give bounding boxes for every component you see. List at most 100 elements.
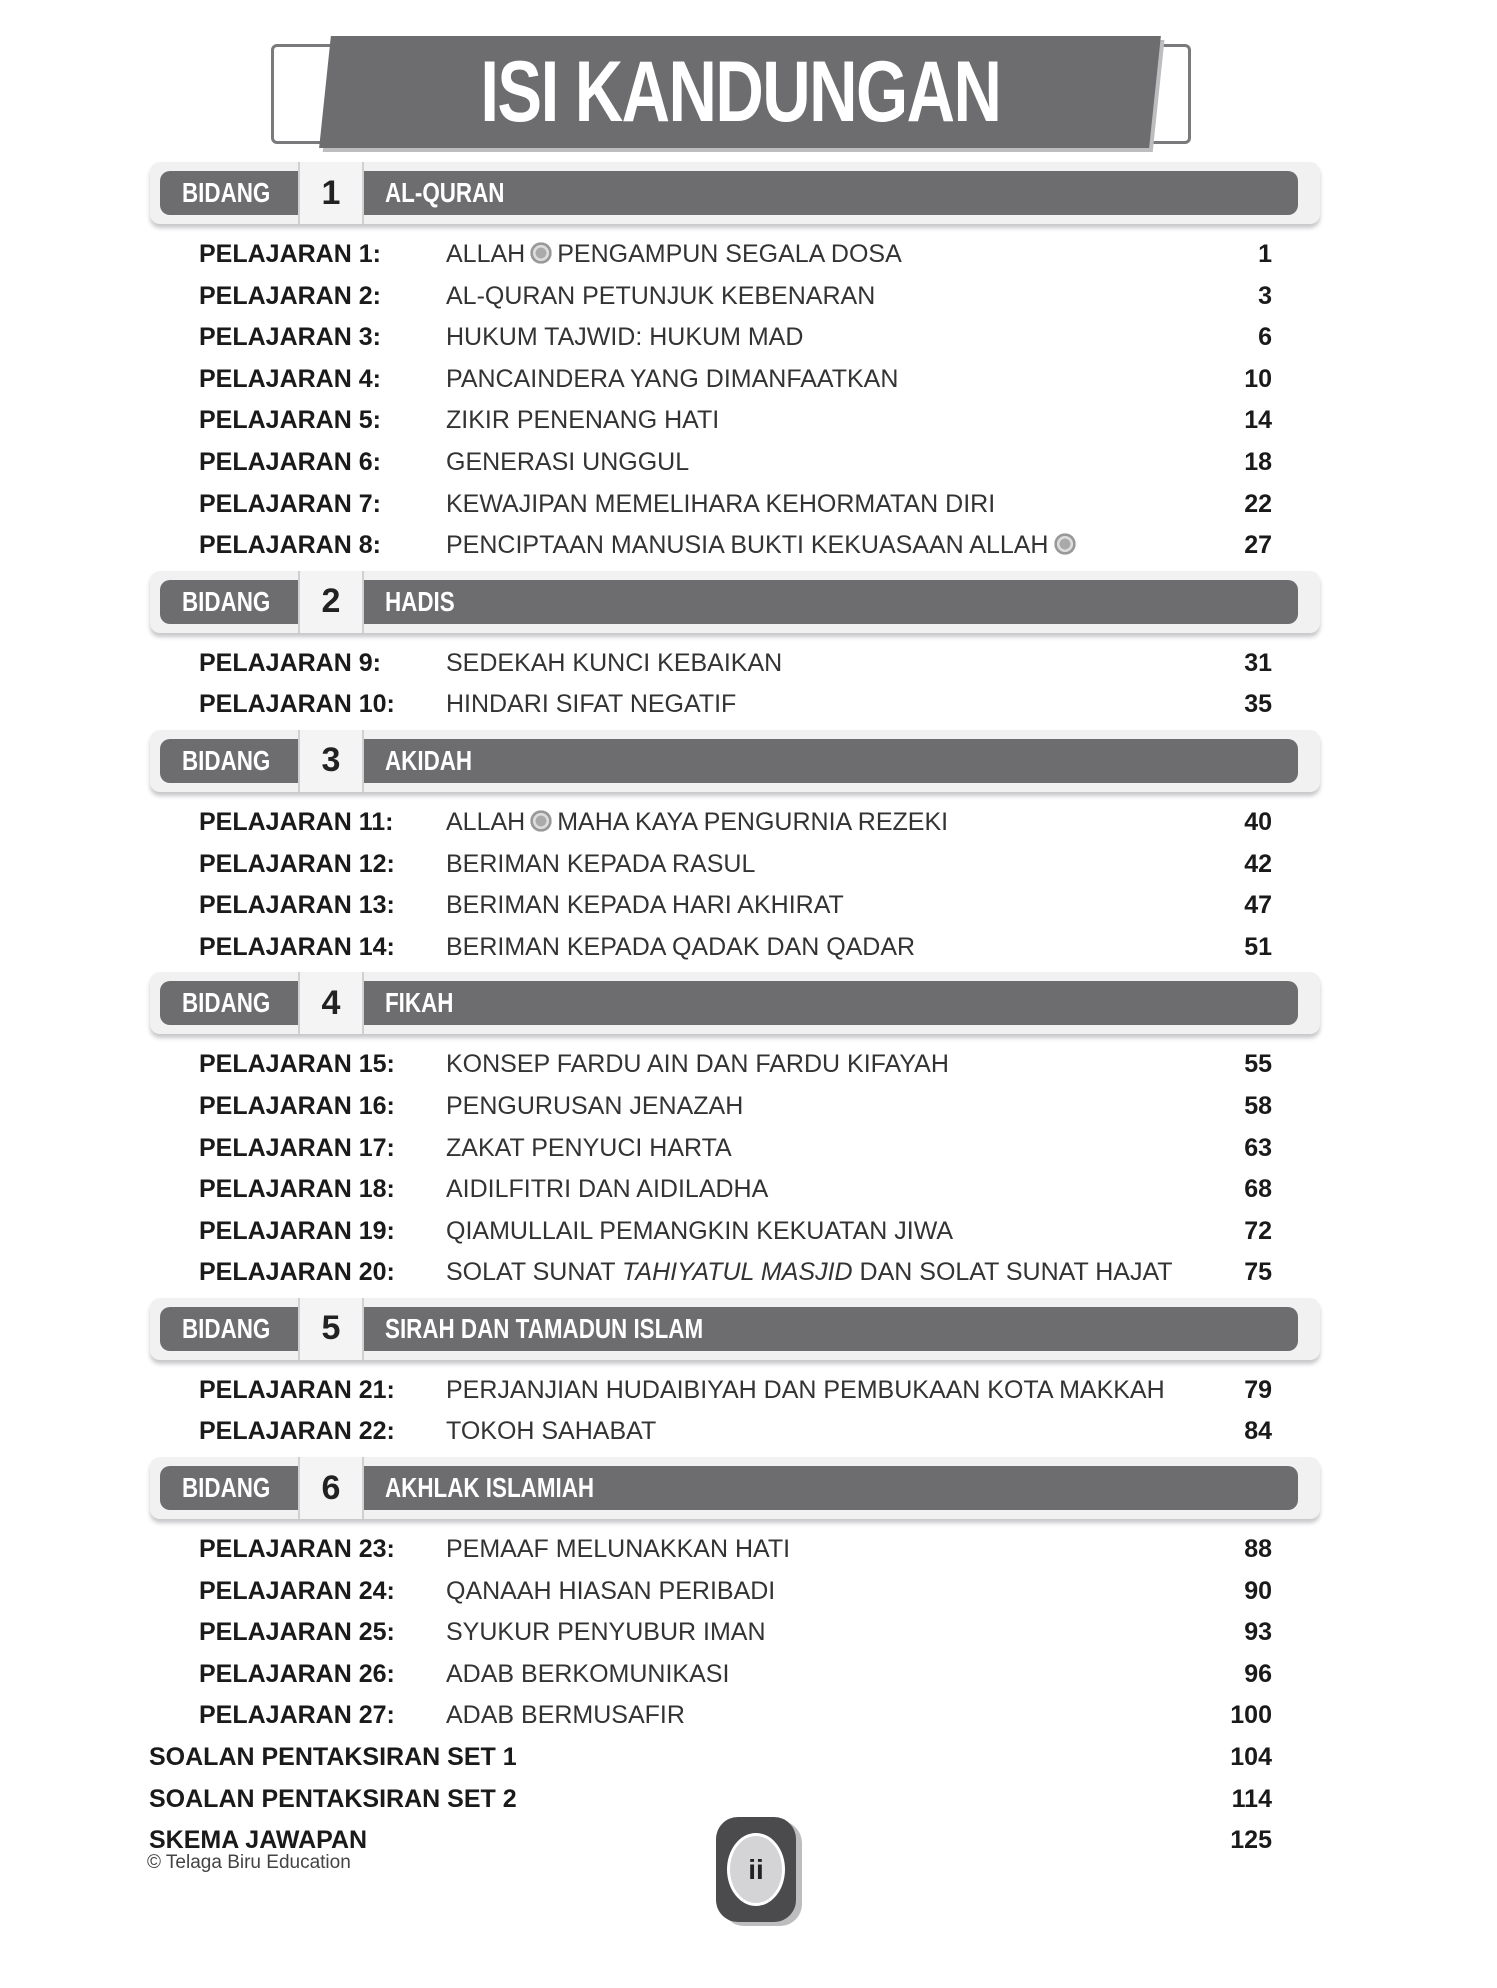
- table-of-contents: BIDANG 1 AL-QURAN PELAJARAN 1: ALLAH PENGAMPU…: [0, 158, 1497, 1862]
- lesson-label: PELAJARAN 19:: [199, 1216, 395, 1245]
- toc-entry[interactable]: PELAJARAN 14: BERIMAN KEPADA QADAK DAN QA…: [0, 927, 1497, 969]
- toc-entry[interactable]: PELAJARAN 18: AIDILFITRI DAN AIDILADHA 68: [0, 1169, 1497, 1211]
- lesson-title: PENCIPTAAN MANUSIA BUKTI KEKUASAAN ALLAH: [446, 525, 1081, 567]
- lesson-label: PELAJARAN 10:: [199, 690, 395, 719]
- page-ref: 84: [1244, 1417, 1272, 1446]
- lesson-title-text: AL-QURAN PETUNJUK KEBENARAN: [446, 281, 876, 310]
- lesson-label: PELAJARAN 3:: [199, 323, 381, 352]
- toc-entry[interactable]: PELAJARAN 20: SOLAT SUNAT TAHIYATUL MASJI…: [0, 1252, 1497, 1294]
- lesson-label: PELAJARAN 9:: [199, 648, 381, 677]
- lesson-title-text: ADAB BERMUSAFIR: [446, 1701, 685, 1730]
- toc-entry[interactable]: PELAJARAN 11: ALLAH MAHA KAYA PENGURNIA RE…: [0, 802, 1497, 844]
- lesson-title-text: QIAMULLAIL PEMANGKIN KEKUATAN JIWA: [446, 1216, 954, 1245]
- toc-entry[interactable]: PELAJARAN 17: ZAKAT PENYUCI HARTA 63: [0, 1128, 1497, 1170]
- toc-entry[interactable]: PELAJARAN 16: PENGURUSAN JENAZAH 58: [0, 1086, 1497, 1128]
- lesson-label: PELAJARAN 23:: [199, 1535, 395, 1564]
- page-ref: 31: [1244, 648, 1272, 677]
- page-ref: 27: [1244, 531, 1272, 560]
- page-title-text: ISI KANDUNGAN: [479, 43, 1002, 140]
- toc-entry-extra[interactable]: SOALAN PENTAKSIRAN SET 2 114: [0, 1779, 1497, 1821]
- lesson-title: KONSEP FARDU AIN DAN FARDU KIFAYAH: [446, 1044, 949, 1086]
- toc-entry[interactable]: PELAJARAN 10: HINDARI SIFAT NEGATIF 35: [0, 684, 1497, 726]
- toc-entry[interactable]: PELAJARAN 19: QIAMULLAIL PEMANGKIN KEKUAT…: [0, 1211, 1497, 1253]
- lesson-label: PELAJARAN 13:: [199, 891, 395, 920]
- bidang-number: 5: [298, 1297, 364, 1360]
- lesson-title: ADAB BERKOMUNIKASI: [446, 1654, 729, 1696]
- lesson-title: KEWAJIPAN MEMELIHARA KEHORMATAN DIRI: [446, 484, 995, 526]
- lesson-title-text: PERJANJIAN HUDAIBIYAH DAN PEMBUKAAN KOTA…: [446, 1375, 1165, 1404]
- lesson-label: PELAJARAN 24:: [199, 1576, 395, 1605]
- bidang-number: 6: [298, 1457, 364, 1520]
- page-ref: 72: [1244, 1216, 1272, 1245]
- toc-entry-extra[interactable]: SOALAN PENTAKSIRAN SET 1 104: [0, 1737, 1497, 1779]
- toc-entry[interactable]: PELAJARAN 9: SEDEKAH KUNCI KEBAIKAN 31: [0, 643, 1497, 685]
- section-header-bidang-5: BIDANG 5 SIRAH DAN TAMADUN ISLAM: [150, 1297, 1320, 1360]
- lesson-label: PELAJARAN 4:: [199, 364, 381, 393]
- toc-entry[interactable]: PELAJARAN 21: PERJANJIAN HUDAIBIYAH DAN P…: [0, 1370, 1497, 1412]
- lesson-label: PELAJARAN 18:: [199, 1175, 395, 1204]
- lesson-title: AIDILFITRI DAN AIDILADHA: [446, 1169, 768, 1211]
- lesson-label: PELAJARAN 12:: [199, 849, 395, 878]
- lesson-label: PELAJARAN 11:: [199, 807, 394, 836]
- lesson-label: PELAJARAN 27:: [199, 1701, 395, 1730]
- page-ref: 51: [1244, 932, 1272, 961]
- toc-entry[interactable]: PELAJARAN 15: KONSEP FARDU AIN DAN FARDU …: [0, 1044, 1497, 1086]
- lesson-label: PELAJARAN 2:: [199, 281, 381, 310]
- toc-entry[interactable]: PELAJARAN 4: PANCAINDERA YANG DIMANFAATKA…: [0, 359, 1497, 401]
- page-ref: 125: [1230, 1826, 1272, 1855]
- toc-entry[interactable]: PELAJARAN 12: BERIMAN KEPADA RASUL 42: [0, 844, 1497, 886]
- toc-entry[interactable]: PELAJARAN 5: ZIKIR PENENANG HATI 14: [0, 400, 1497, 442]
- section-header-bidang-4: BIDANG 4 FIKAH: [150, 972, 1320, 1035]
- lesson-title: ADAB BERMUSAFIR: [446, 1695, 685, 1737]
- page-ref: 68: [1244, 1175, 1272, 1204]
- bidang-number: 3: [298, 729, 364, 792]
- page-ref: 93: [1244, 1618, 1272, 1647]
- page-ref: 6: [1258, 323, 1272, 352]
- lesson-title: PEMAAF MELUNAKKAN HATI: [446, 1529, 790, 1571]
- lesson-title-text: BERIMAN KEPADA QADAK DAN QADAR: [446, 932, 916, 961]
- lesson-title: BERIMAN KEPADA QADAK DAN QADAR: [446, 927, 915, 969]
- toc-entry[interactable]: PELAJARAN 2: AL-QURAN PETUNJUK KEBENARAN 3: [0, 276, 1497, 318]
- toc-entry[interactable]: PELAJARAN 26: ADAB BERKOMUNIKASI 96: [0, 1654, 1497, 1696]
- toc-entry[interactable]: PELAJARAN 8: PENCIPTAAN MANUSIA BUKTI KEK…: [0, 525, 1497, 567]
- lesson-title: ZAKAT PENYUCI HARTA: [446, 1128, 732, 1170]
- lesson-title: BERIMAN KEPADA HARI AKHIRAT: [446, 885, 844, 927]
- page-ref: 88: [1244, 1535, 1272, 1564]
- page-ref: 22: [1244, 489, 1272, 518]
- lesson-title-text: BERIMAN KEPADA HARI AKHIRAT: [446, 891, 844, 920]
- lesson-title: GENERASI UNGGUL: [446, 442, 689, 484]
- lesson-label: PELAJARAN 17:: [199, 1133, 395, 1162]
- jalla-jalaluh-icon: [1052, 531, 1077, 558]
- toc-entry[interactable]: PELAJARAN 25: SYUKUR PENYUBUR IMAN 93: [0, 1612, 1497, 1654]
- lesson-title: ALLAH MAHA KAYA PENGURNIA REZEKI: [446, 802, 948, 844]
- toc-entry[interactable]: PELAJARAN 6: GENERASI UNGGUL 18: [0, 442, 1497, 484]
- copyright: © Telaga Biru Education: [147, 1852, 351, 1873]
- lesson-title: BERIMAN KEPADA RASUL: [446, 844, 755, 886]
- lesson-label: PELAJARAN 26:: [199, 1659, 395, 1688]
- toc-entry-extra[interactable]: SKEMA JAWAPAN 125: [0, 1820, 1497, 1862]
- toc-entry[interactable]: PELAJARAN 22: TOKOH SAHABAT 84: [0, 1411, 1497, 1453]
- bidang-title: AL-QURAN: [385, 177, 505, 208]
- page-ref: 90: [1244, 1576, 1272, 1605]
- toc-entry[interactable]: PELAJARAN 23: PEMAAF MELUNAKKAN HATI 88: [0, 1529, 1497, 1571]
- page-ref: 35: [1244, 690, 1272, 719]
- section-header-bidang-1: BIDANG 1 AL-QURAN: [150, 162, 1320, 224]
- lesson-label: PELAJARAN 8:: [199, 531, 381, 560]
- toc-entry[interactable]: PELAJARAN 24: QANAAH HIASAN PERIBADI 90: [0, 1571, 1497, 1613]
- lesson-title-text: KONSEP FARDU AIN DAN FARDU KIFAYAH: [446, 1050, 949, 1079]
- lesson-title-text: KEWAJIPAN MEMELIHARA KEHORMATAN DIRI: [446, 489, 996, 518]
- toc-entry[interactable]: PELAJARAN 3: HUKUM TAJWID: HUKUM MAD 6: [0, 317, 1497, 359]
- bidang-label: BIDANG: [182, 744, 271, 776]
- lesson-title: ZIKIR PENENANG HATI: [446, 400, 719, 442]
- toc-entry[interactable]: PELAJARAN 1: ALLAH PENGAMPUN SEGALA DOSA 1: [0, 234, 1497, 276]
- toc-entry[interactable]: PELAJARAN 13: BERIMAN KEPADA HARI AKHIRAT…: [0, 885, 1497, 927]
- lesson-title-text: TOKOH SAHABAT: [446, 1417, 657, 1446]
- page-ref: 104: [1230, 1743, 1272, 1772]
- lesson-title-text: PEMAAF MELUNAKKAN HATI: [446, 1535, 791, 1564]
- bidang-number: 1: [298, 162, 364, 224]
- toc-entry[interactable]: PELAJARAN 27: ADAB BERMUSAFIR 100: [0, 1695, 1497, 1737]
- page-ref: 14: [1244, 406, 1272, 435]
- lesson-label: PELAJARAN 20:: [199, 1258, 395, 1287]
- toc-entry[interactable]: PELAJARAN 7: KEWAJIPAN MEMELIHARA KEHORMA…: [0, 484, 1497, 526]
- lesson-title: PENGURUSAN JENAZAH: [446, 1086, 743, 1128]
